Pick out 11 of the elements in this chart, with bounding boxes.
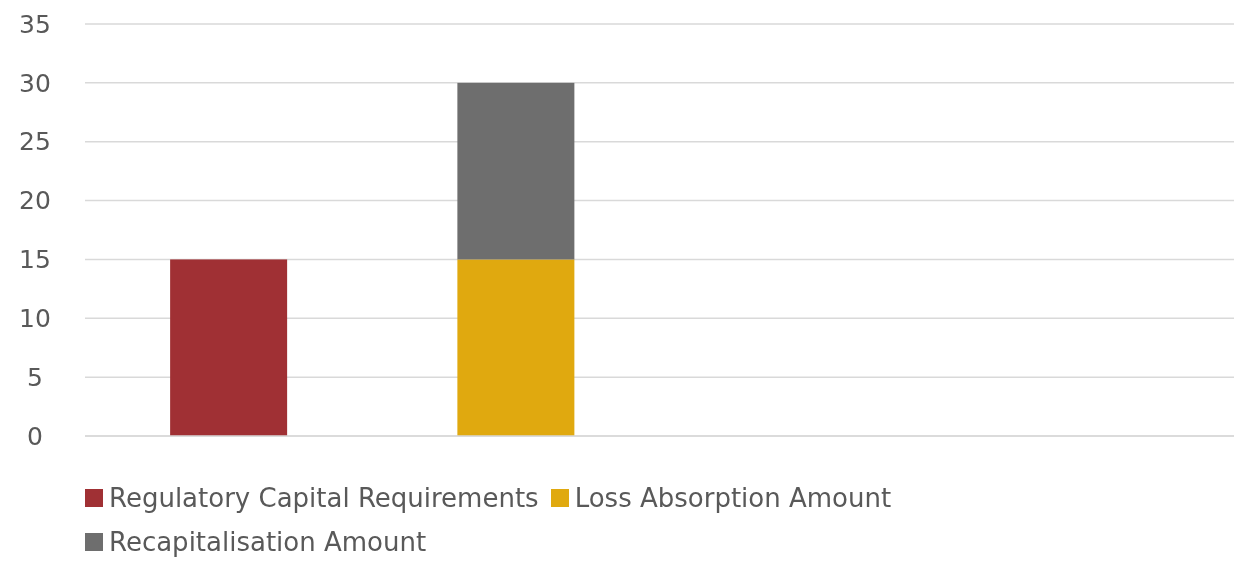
y-tick-label: 15 (19, 245, 51, 275)
y-tick-label: 5 (27, 362, 43, 392)
y-tick-label: 0 (27, 421, 43, 451)
y-tick-label: 35 (19, 9, 51, 39)
y-tick-label: 20 (19, 186, 51, 216)
legend-label: Recapitalisation Amount (109, 526, 427, 558)
y-tick-label: 30 (19, 68, 51, 98)
y-tick-label: 25 (19, 127, 51, 157)
legend-label: Regulatory Capital Requirements (109, 482, 539, 514)
legend-label: Loss Absorption Amount (574, 482, 892, 514)
y-tick-label: 10 (19, 304, 51, 334)
